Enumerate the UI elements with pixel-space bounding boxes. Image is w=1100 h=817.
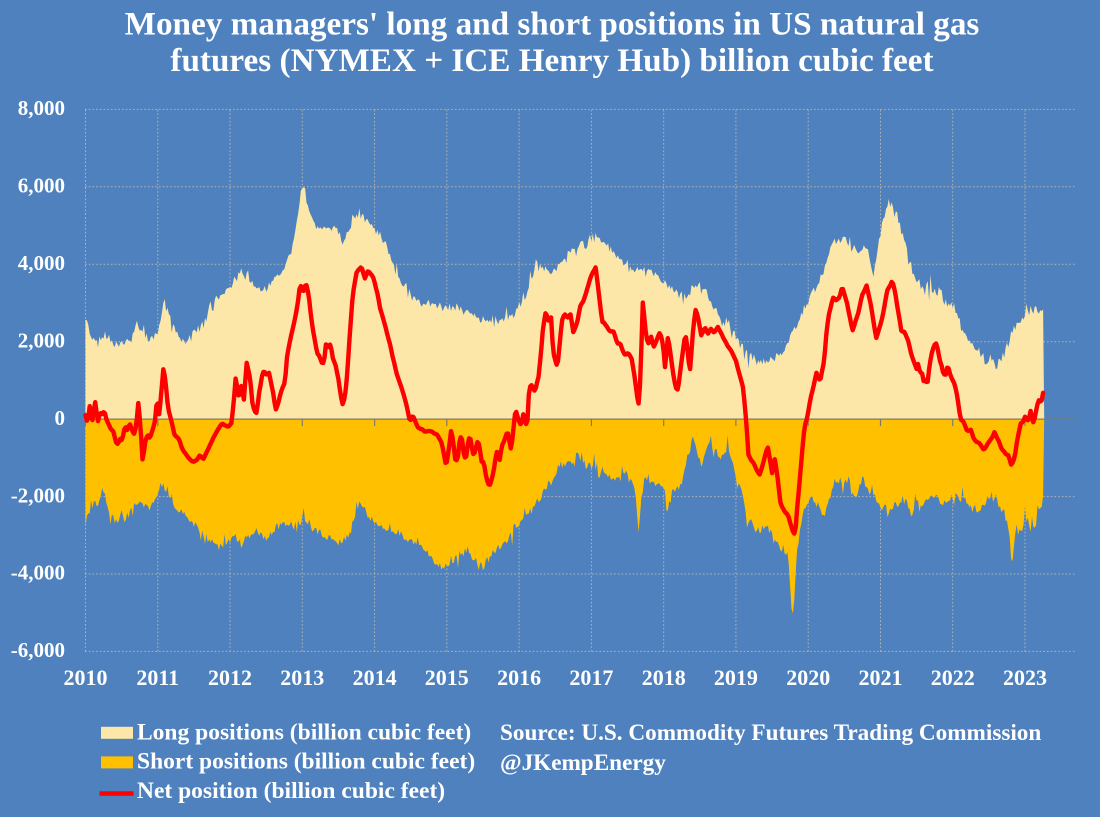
svg-text:2019: 2019 (714, 665, 758, 690)
svg-text:2,000: 2,000 (18, 328, 65, 352)
svg-text:2010: 2010 (64, 665, 108, 690)
svg-text:2012: 2012 (208, 665, 252, 690)
svg-text:Long positions (billion cubic: Long positions (billion cubic feet) (137, 719, 471, 745)
svg-text:futures (NYMEX + ICE Henry Hub: futures (NYMEX + ICE Henry Hub) billion … (170, 42, 933, 79)
svg-text:2016: 2016 (497, 665, 541, 690)
svg-text:Source: U.S. Commodity Futures: Source: U.S. Commodity Futures Trading C… (500, 720, 1041, 746)
svg-text:2013: 2013 (280, 665, 324, 690)
svg-text:2018: 2018 (642, 665, 686, 690)
svg-text:4,000: 4,000 (18, 251, 65, 275)
svg-text:6,000: 6,000 (18, 174, 65, 198)
svg-text:2020: 2020 (786, 665, 830, 690)
svg-text:2014: 2014 (353, 665, 397, 690)
svg-text:2021: 2021 (859, 665, 903, 690)
svg-text:Money managers' long and short: Money managers' long and short positions… (125, 6, 980, 43)
svg-text:-2,000: -2,000 (11, 483, 65, 507)
svg-text:@JKempEnergy: @JKempEnergy (500, 750, 666, 776)
svg-text:2017: 2017 (569, 665, 613, 690)
svg-text:-6,000: -6,000 (11, 638, 65, 662)
svg-text:Net position (billion cubic fe: Net position (billion cubic feet) (137, 778, 445, 804)
svg-text:Short positions (billion cubic: Short positions (billion cubic feet) (137, 749, 475, 775)
svg-text:2023: 2023 (1003, 665, 1047, 690)
svg-text:8,000: 8,000 (18, 96, 65, 120)
svg-text:-4,000: -4,000 (11, 561, 65, 585)
svg-text:2022: 2022 (931, 665, 975, 690)
svg-text:2011: 2011 (136, 665, 179, 690)
svg-text:2015: 2015 (425, 665, 469, 690)
svg-text:0: 0 (55, 406, 66, 430)
